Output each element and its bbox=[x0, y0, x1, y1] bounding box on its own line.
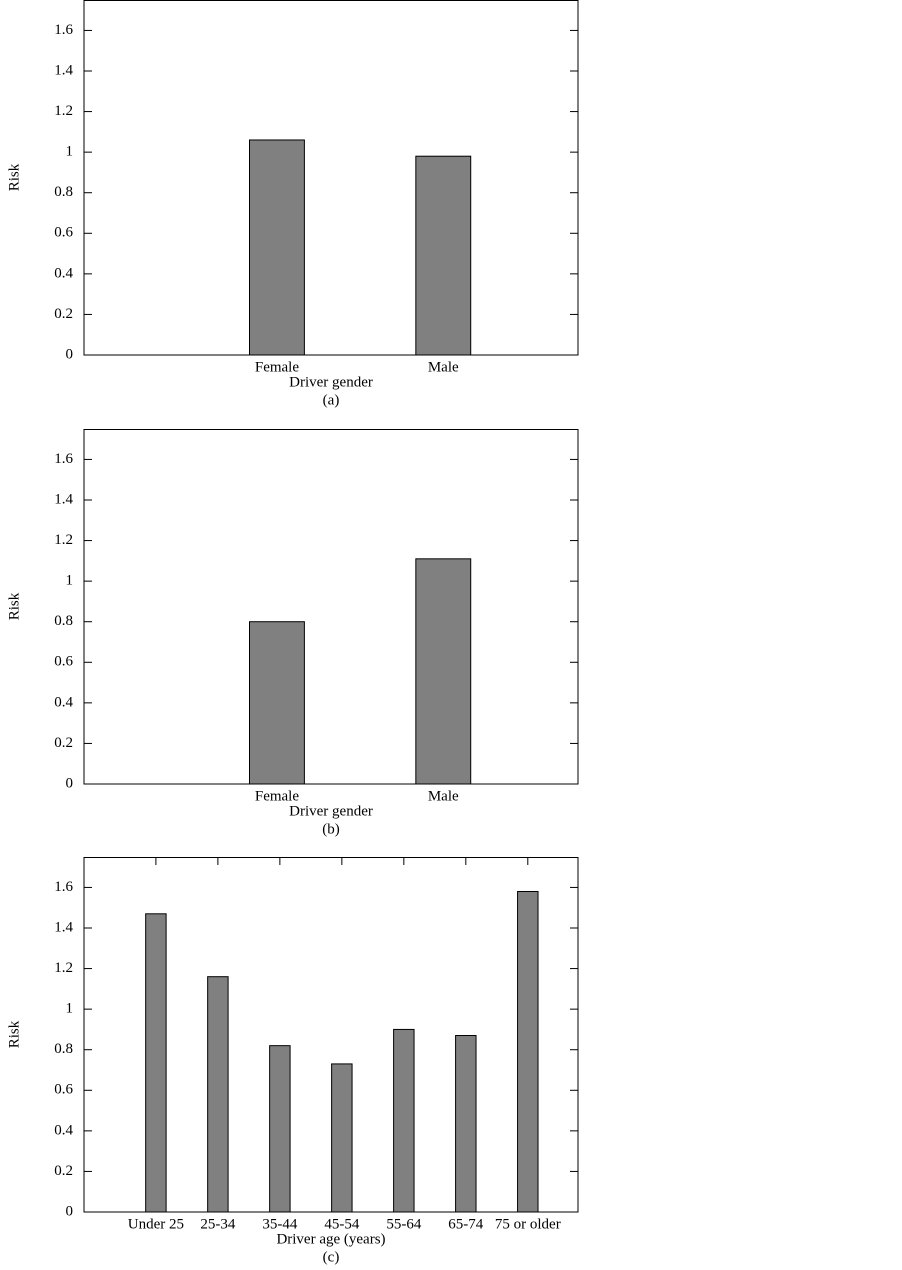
bar bbox=[145, 913, 167, 1213]
y-tick-label: 1.2 bbox=[54, 532, 73, 548]
y-tick-label: 0.6 bbox=[54, 1082, 73, 1098]
x-tick-label: 65-74 bbox=[448, 1216, 483, 1232]
x-tick-label: Under 25 bbox=[128, 1216, 184, 1232]
plot-frame bbox=[83, 0, 579, 356]
bar bbox=[207, 976, 229, 1213]
plot-frame bbox=[83, 429, 579, 785]
y-tick-label: 1.4 bbox=[54, 491, 73, 507]
x-tick-label: Male bbox=[428, 788, 459, 804]
y-tick-label: 0 bbox=[66, 775, 74, 791]
y-tick-label: 1 bbox=[66, 573, 74, 589]
bar bbox=[269, 1045, 291, 1213]
y-tick-label: 0.4 bbox=[54, 265, 73, 281]
y-tick-label: 1 bbox=[66, 1001, 74, 1017]
x-tick-label: Male bbox=[428, 359, 459, 375]
y-tick-label: 1.2 bbox=[54, 960, 73, 976]
y-tick-label: 1.2 bbox=[54, 103, 73, 119]
y-axis-title: Risk bbox=[6, 592, 22, 620]
y-tick-label: 1.4 bbox=[54, 62, 73, 78]
y-tick-label: 0.8 bbox=[54, 184, 73, 200]
y-tick-label: 0 bbox=[66, 346, 74, 362]
x-axis-title: Driver age (years) bbox=[276, 1231, 385, 1247]
bar bbox=[517, 890, 539, 1213]
y-tick-label: 0.2 bbox=[54, 1163, 73, 1179]
x-tick-label: 45-54 bbox=[324, 1216, 359, 1232]
x-tick-label: 35-44 bbox=[262, 1216, 297, 1232]
y-tick-label: 0.8 bbox=[54, 1041, 73, 1057]
caption: (b) bbox=[322, 821, 340, 837]
bar bbox=[331, 1063, 353, 1213]
bar bbox=[248, 621, 305, 785]
y-axis-title: Risk bbox=[6, 163, 22, 191]
y-tick-label: 0.6 bbox=[54, 654, 73, 670]
y-tick-label: 1.4 bbox=[54, 919, 73, 935]
bar bbox=[455, 1035, 477, 1213]
y-tick-label: 0.4 bbox=[54, 1122, 73, 1138]
caption: (c) bbox=[323, 1249, 340, 1265]
y-tick-label: 1 bbox=[66, 144, 74, 160]
y-tick-label: 1.6 bbox=[54, 22, 73, 38]
y-tick-label: 1.6 bbox=[54, 451, 73, 467]
y-axis-title: Risk bbox=[6, 1020, 22, 1048]
y-tick-label: 0.2 bbox=[54, 306, 73, 322]
chart: 0 0.2 0.4 0.6 0.8 1 1.2 1.4 1.6 Under 25 25-34 35-4… bbox=[6, 857, 579, 1265]
x-tick-label: 25-34 bbox=[200, 1216, 235, 1232]
y-tick-label: 0.2 bbox=[54, 735, 73, 751]
caption: (a) bbox=[323, 392, 340, 408]
x-axis-title: Driver gender bbox=[289, 374, 373, 390]
x-tick-label: 75 or older bbox=[495, 1216, 561, 1232]
y-tick-label: 0.6 bbox=[54, 225, 73, 241]
y-tick-label: 1.6 bbox=[54, 879, 73, 895]
bar bbox=[248, 139, 305, 356]
y-tick-label: 0 bbox=[66, 1203, 74, 1219]
bar bbox=[393, 1028, 415, 1213]
bar bbox=[415, 558, 472, 785]
chart: 0 0.2 0.4 0.6 0.8 1 1.2 1.4 1.6 Female Male Driver … bbox=[6, 0, 579, 408]
x-tick-label: 55-64 bbox=[386, 1216, 421, 1232]
y-tick-label: 0.4 bbox=[54, 694, 73, 710]
plot-frame bbox=[83, 857, 579, 1213]
x-tick-label: Female bbox=[255, 788, 299, 804]
bar bbox=[415, 155, 472, 356]
x-axis-title: Driver gender bbox=[289, 803, 373, 819]
chart: 0 0.2 0.4 0.6 0.8 1 1.2 1.4 1.6 Female Male Driver … bbox=[6, 429, 579, 837]
x-tick-label: Female bbox=[255, 359, 299, 375]
y-tick-label: 0.8 bbox=[54, 613, 73, 629]
